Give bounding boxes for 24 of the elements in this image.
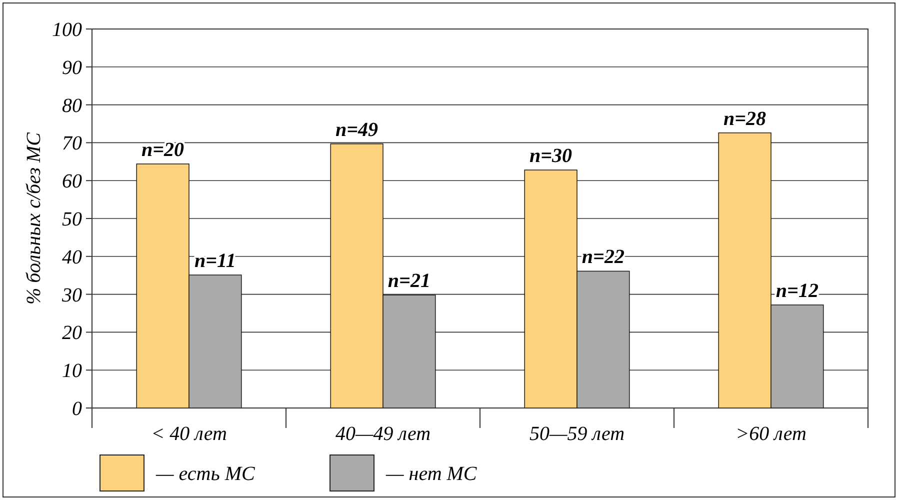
x-tick-label: 40—49 лет <box>335 423 431 445</box>
annotation: n=11 <box>194 250 236 272</box>
y-tick-label: 70 <box>62 132 82 155</box>
legend-label: — нет МС <box>385 463 478 485</box>
annotation: n=21 <box>388 270 430 292</box>
annotation: n=20 <box>142 138 184 161</box>
annotation: n=28 <box>724 108 766 130</box>
legend-label: — есть МС <box>155 463 256 485</box>
annotation: n=30 <box>530 144 572 167</box>
x-tick-label: 50—59 лет <box>529 423 625 445</box>
y-tick-label: 20 <box>62 322 82 344</box>
y-tick-label: 50 <box>62 208 82 230</box>
x-tick-label: >60 лет <box>736 423 806 445</box>
y-tick-label: 0 <box>72 398 82 420</box>
y-tick-label: 90 <box>62 56 82 79</box>
y-tick-label: 30 <box>61 284 82 306</box>
annotation: n=49 <box>336 118 378 141</box>
x-tick-label: < 40 лет <box>151 423 227 445</box>
y-axis-title: % больных с/без МС <box>23 132 45 305</box>
y-tick-label: 60 <box>62 170 82 193</box>
y-tick-label: 40 <box>62 246 82 268</box>
y-tick-label: 80 <box>62 94 82 117</box>
y-tick-label: 100 <box>52 19 82 41</box>
y-tick-label: 10 <box>62 360 82 382</box>
